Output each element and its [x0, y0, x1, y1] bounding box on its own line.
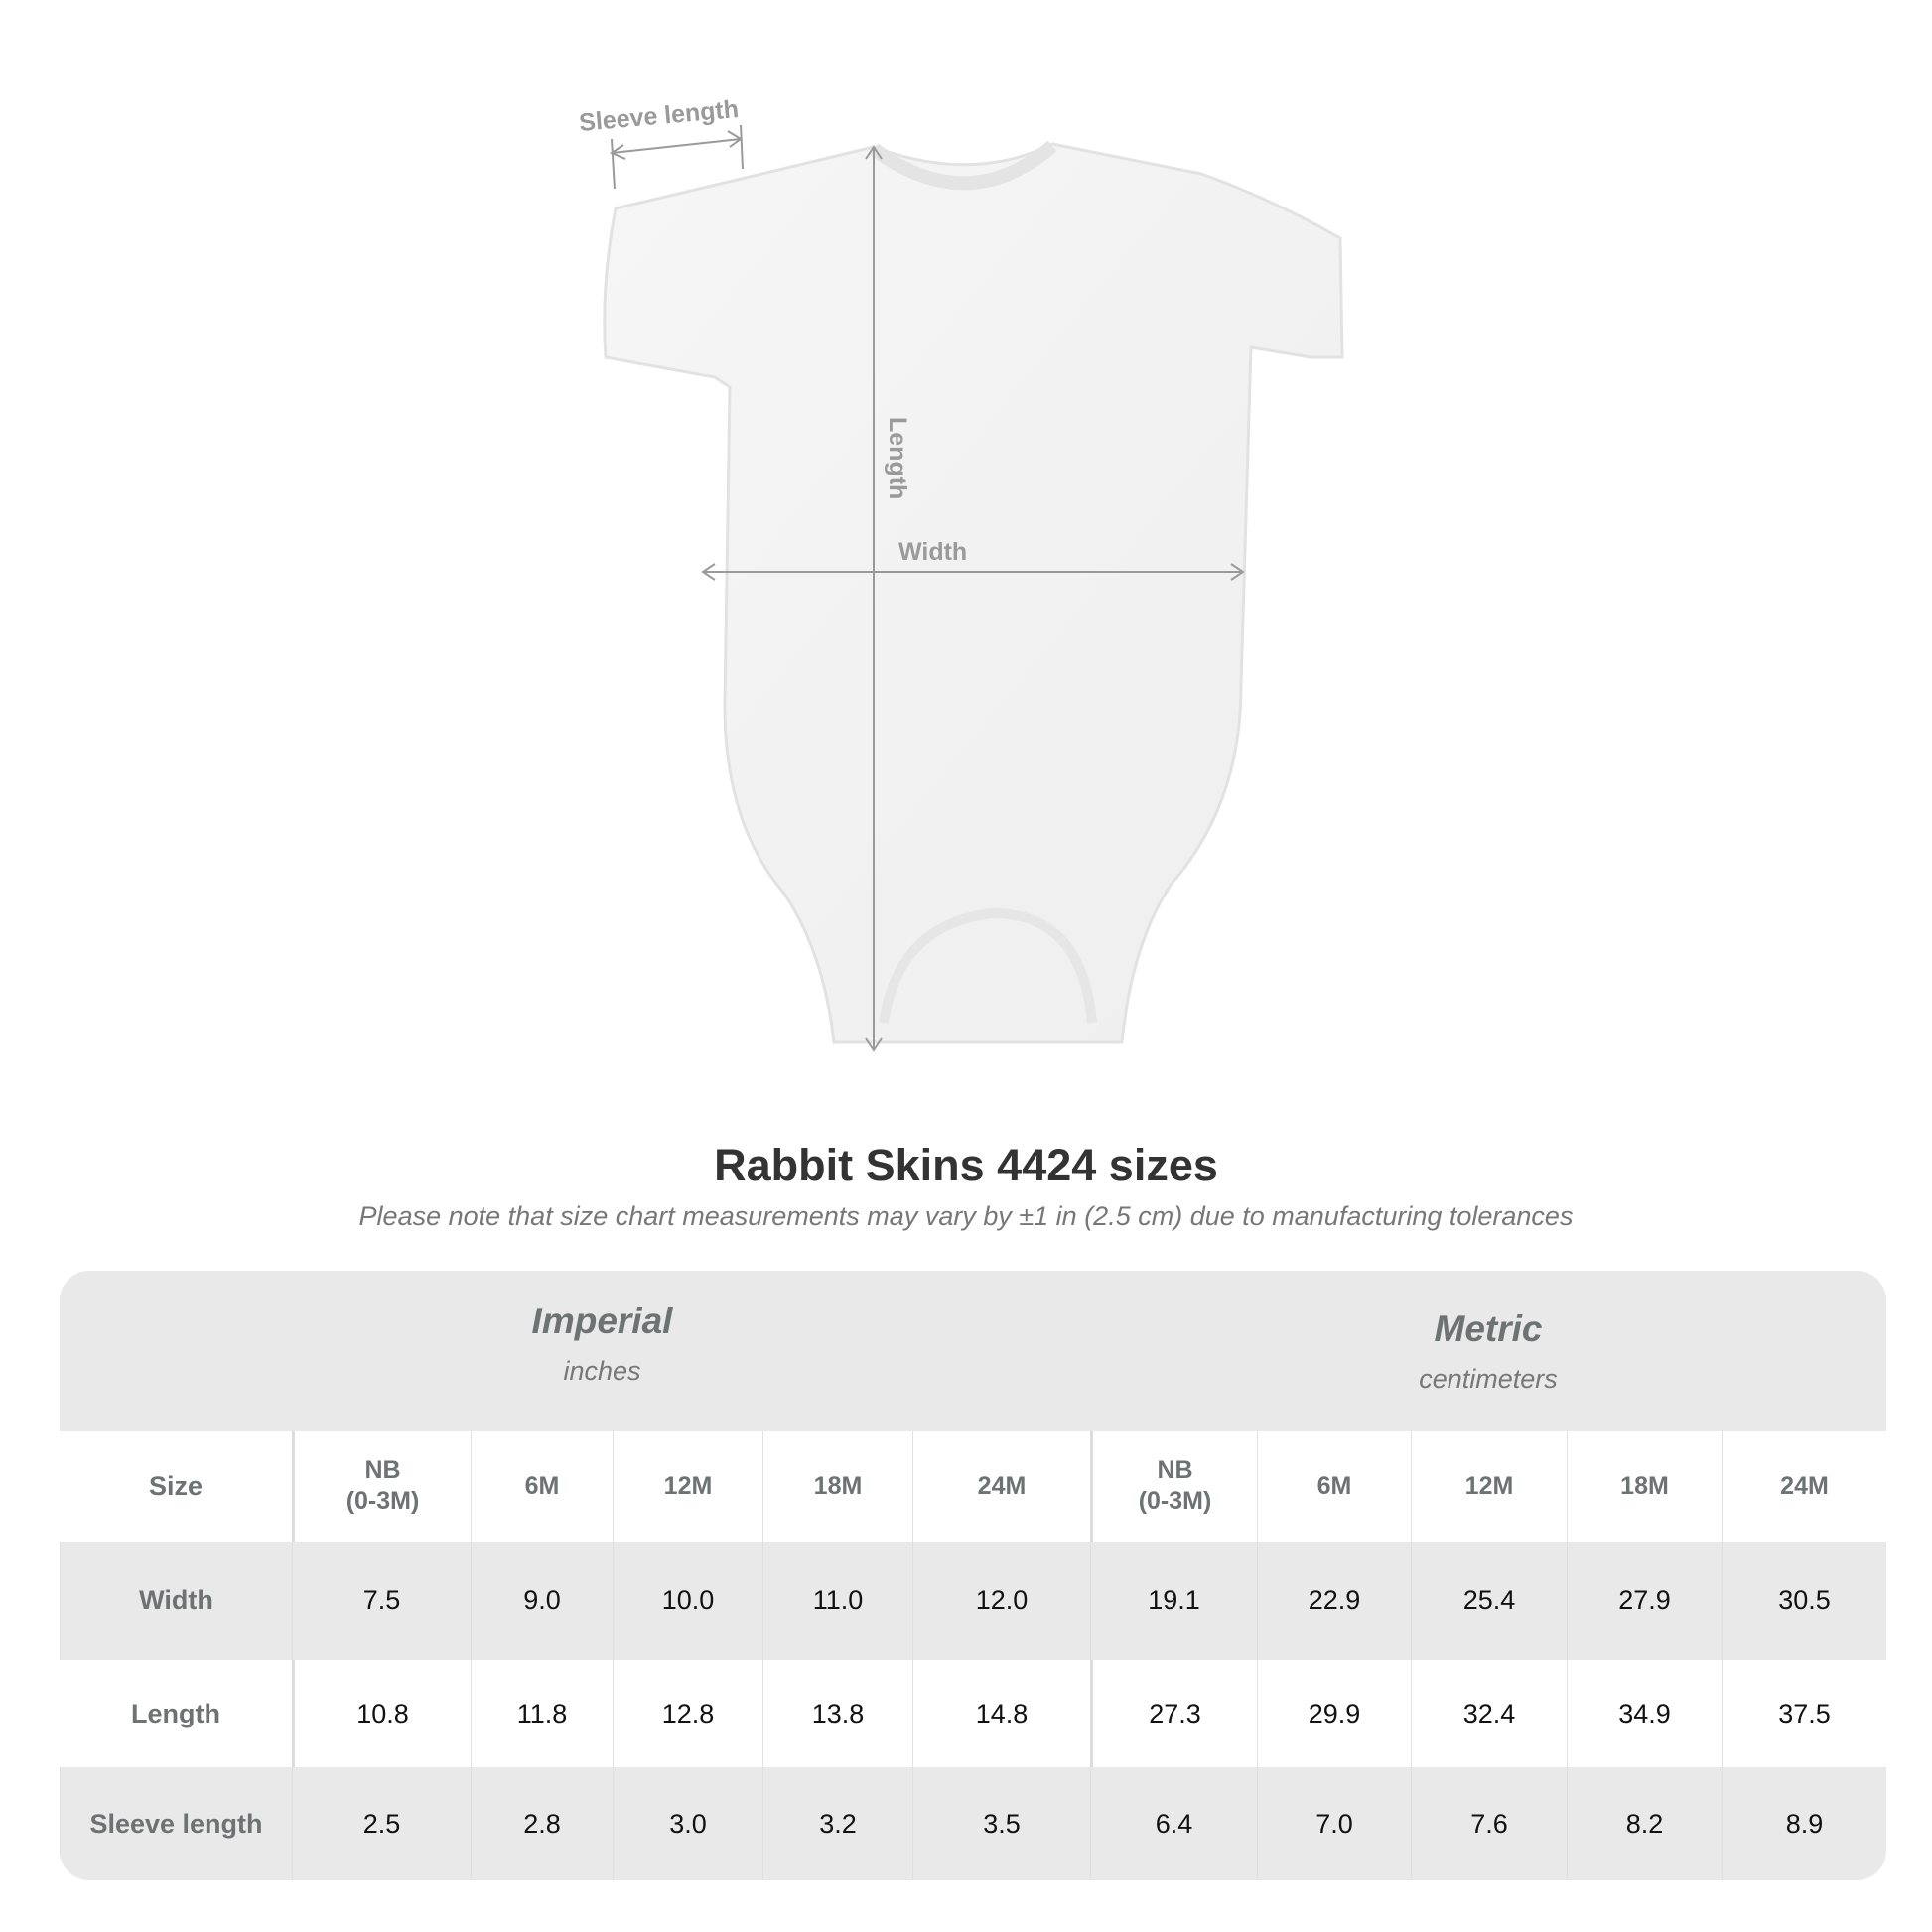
value-cell-metric: 37.5	[1722, 1660, 1886, 1767]
row-label: Size	[148, 1470, 204, 1501]
value-cell-imperial: 13.8	[762, 1660, 912, 1767]
imperial-unit: inches	[563, 1356, 641, 1386]
size-header-imperial: NB (0-3M)	[292, 1431, 471, 1542]
value-cell-imperial: 10.8	[292, 1660, 471, 1767]
leg-opening	[879, 907, 1097, 1024]
row-label: Length	[131, 1698, 220, 1728]
value-cell-imperial: 3.5	[912, 1767, 1090, 1880]
value-cell-imperial: 11.0	[762, 1542, 912, 1660]
size-header-metric: 6M	[1257, 1431, 1411, 1542]
width-label: Width	[898, 538, 967, 566]
metric-unit: centimeters	[1419, 1364, 1558, 1394]
length-label: Length	[884, 417, 911, 499]
size-header-metric: 18M	[1567, 1431, 1722, 1542]
value-cell-metric: 34.9	[1567, 1660, 1722, 1767]
size-header-imperial: 12M	[613, 1431, 762, 1542]
value-cell-metric: 7.0	[1257, 1767, 1411, 1880]
value-cell-metric: 8.2	[1567, 1767, 1722, 1880]
row-label: Width	[60, 1542, 292, 1660]
value-cell-metric: 7.6	[1411, 1767, 1567, 1880]
value-cell-imperial: 9.0	[471, 1542, 613, 1660]
value-cell-imperial: 2.8	[471, 1767, 613, 1880]
row-label: Sleeve length	[60, 1767, 292, 1880]
value-cell-metric: 27.3	[1090, 1660, 1257, 1767]
value-cell-metric: 32.4	[1411, 1660, 1567, 1767]
value-cell-metric: 6.4	[1090, 1767, 1257, 1880]
value-cell-imperial: 3.0	[613, 1767, 762, 1880]
table-row: Sleeve length 2.5 2.8 3.0 3.2 3.5 6.4 7.0 7.6 8.2…	[60, 1767, 1886, 1880]
sleeve-line	[611, 138, 742, 154]
value-cell-metric: 8.9	[1722, 1767, 1886, 1880]
imperial-header: Imperial inches	[292, 1301, 912, 1387]
value-cell-imperial: 12.8	[613, 1660, 762, 1767]
table-header-band: Imperial inches Metric centimeters	[60, 1271, 1886, 1431]
value-cell-metric: 27.9	[1567, 1542, 1722, 1660]
table-row: Width 7.5 9.0 10.0 11.0 12.0 19.1 22.9 25.4 27.9 3…	[60, 1542, 1886, 1660]
page-title: Rabbit Skins 4424 sizes	[714, 1140, 1218, 1190]
size-header-metric: 24M	[1722, 1431, 1886, 1542]
size-chart-table: Imperial inches Metric centimeters Size …	[60, 1271, 1886, 1880]
value-cell-imperial: 7.5	[292, 1542, 471, 1660]
size-header-imperial: 18M	[762, 1431, 912, 1542]
size-header-metric: 12M	[1411, 1431, 1567, 1542]
value-cell-metric: 29.9	[1257, 1660, 1411, 1767]
metric-header: Metric centimeters	[1090, 1309, 1886, 1395]
value-cell-metric: 30.5	[1722, 1542, 1886, 1660]
value-cell-imperial: 11.8	[471, 1660, 613, 1767]
neckline	[869, 140, 1057, 191]
value-cell-imperial: 14.8	[912, 1660, 1090, 1767]
value-cell-metric: 22.9	[1257, 1542, 1411, 1660]
measure-lines	[609, 124, 1245, 1052]
value-cell-imperial: 2.5	[292, 1767, 471, 1880]
value-cell-imperial: 12.0	[912, 1542, 1090, 1660]
size-row: Size NB (0-3M) 6M 12M 18M 24M NB (0-3M) 6M 12M 1…	[60, 1431, 1886, 1542]
bodysuit-diagram: Sleeve length Width Length	[578, 95, 1344, 1052]
size-header-imperial: 6M	[471, 1431, 613, 1542]
bodysuit-shape	[603, 142, 1344, 1044]
size-header-imperial: 24M	[912, 1431, 1090, 1542]
value-cell-metric: 19.1	[1090, 1542, 1257, 1660]
metric-title: Metric	[1434, 1309, 1543, 1349]
sleeve-length-label: Sleeve length	[578, 95, 740, 137]
tolerance-note: Please note that size chart measurements…	[358, 1201, 1574, 1231]
value-cell-imperial: 3.2	[762, 1767, 912, 1880]
imperial-title: Imperial	[531, 1301, 673, 1341]
value-cell-metric: 25.4	[1411, 1542, 1567, 1660]
table-row: Length 10.8 11.8 12.8 13.8 14.8 27.3 29.9 32.4 34…	[60, 1660, 1886, 1767]
value-cell-imperial: 10.0	[613, 1542, 762, 1660]
size-header-metric: NB (0-3M)	[1090, 1431, 1257, 1542]
